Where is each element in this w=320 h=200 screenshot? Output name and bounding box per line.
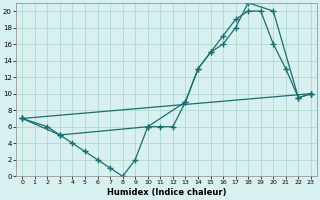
X-axis label: Humidex (Indice chaleur): Humidex (Indice chaleur) xyxy=(107,188,226,197)
